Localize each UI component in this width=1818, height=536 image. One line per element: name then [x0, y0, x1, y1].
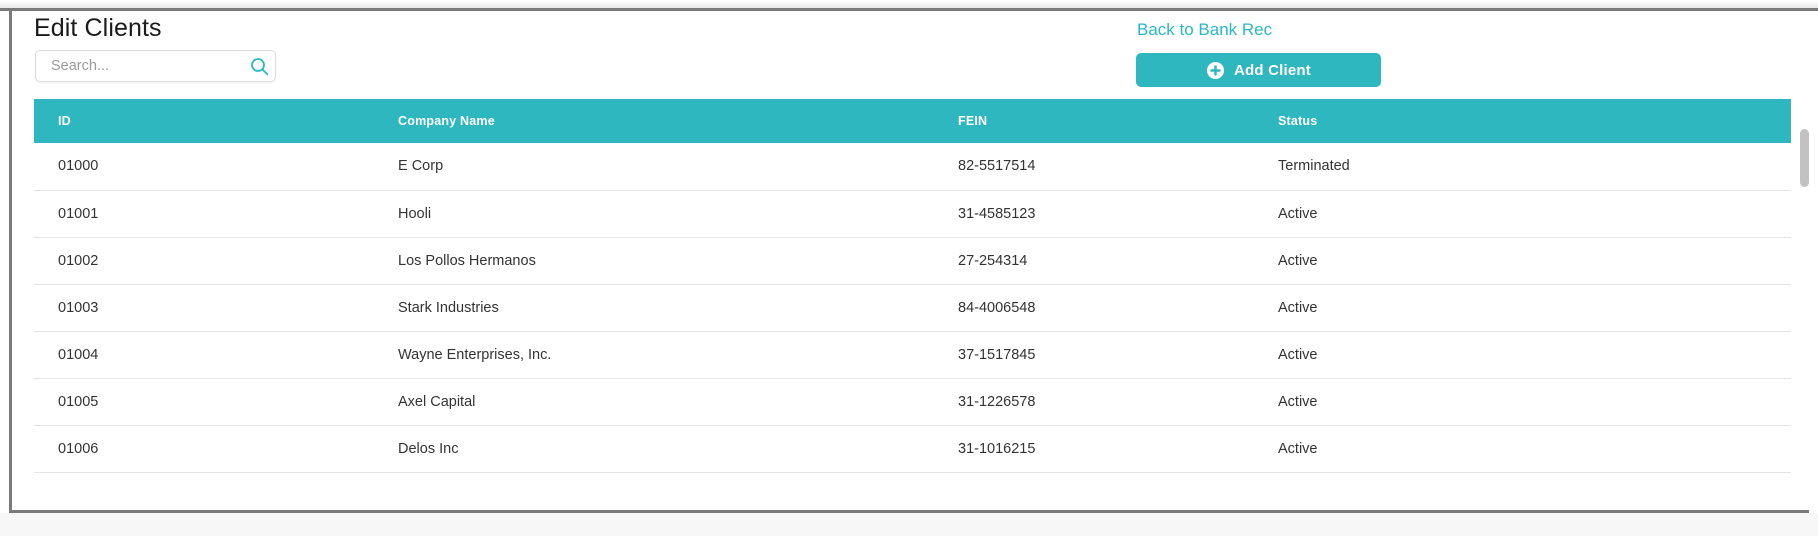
table-row[interactable]: 01002 Los Pollos Hermanos 27-254314 Acti… — [34, 237, 1791, 285]
cell-company-name: Wayne Enterprises, Inc. — [374, 331, 934, 379]
cell-id: 01006 — [34, 425, 374, 473]
search-input[interactable] — [36, 58, 244, 74]
cell-id: 01003 — [34, 284, 374, 332]
cell-fein: 31-1226578 — [934, 378, 1254, 426]
cell-id: 01000 — [34, 143, 374, 191]
column-header-status[interactable]: Status — [1254, 99, 1791, 143]
table-row[interactable]: 01003 Stark Industries 84-4006548 Active — [34, 284, 1791, 332]
cell-fein: 82-5517514 — [934, 143, 1254, 191]
add-client-button[interactable]: Add Client — [1136, 53, 1381, 87]
cell-id: 01002 — [34, 237, 374, 285]
page-title: Edit Clients — [34, 14, 162, 42]
plus-circle-icon — [1206, 61, 1225, 80]
cell-status: Active — [1254, 331, 1791, 379]
cell-status: Active — [1254, 284, 1791, 332]
column-header-company-name[interactable]: Company Name — [374, 99, 934, 143]
cell-fein: 84-4006548 — [934, 284, 1254, 332]
clients-table-header: ID Company Name FEIN Status — [34, 99, 1791, 143]
cell-company-name: Stark Industries — [374, 284, 934, 332]
table-row[interactable]: 01006 Delos Inc 31-1016215 Active — [34, 425, 1791, 473]
cell-company-name: E Corp — [374, 143, 934, 191]
cell-fein: 27-254314 — [934, 237, 1254, 285]
column-header-fein[interactable]: FEIN — [934, 99, 1254, 143]
cell-id: 01004 — [34, 331, 374, 379]
cell-fein: 31-4585123 — [934, 190, 1254, 238]
cell-status: Active — [1254, 425, 1791, 473]
cell-id: 01001 — [34, 190, 374, 238]
cell-company-name: Los Pollos Hermanos — [374, 237, 934, 285]
cell-fein: 37-1517845 — [934, 331, 1254, 379]
table-row[interactable]: 01000 E Corp 82-5517514 Terminated — [34, 143, 1791, 191]
table-row[interactable]: 01004 Wayne Enterprises, Inc. 37-1517845… — [34, 331, 1791, 379]
search-box[interactable] — [35, 50, 276, 82]
cell-id: 01005 — [34, 378, 374, 426]
add-client-label: Add Client — [1234, 61, 1311, 79]
cell-status: Active — [1254, 190, 1791, 238]
cell-status: Terminated — [1254, 143, 1791, 191]
cell-company-name: Hooli — [374, 190, 934, 238]
cell-company-name: Delos Inc — [374, 425, 934, 473]
search-icon[interactable] — [244, 51, 275, 81]
table-row[interactable]: 01005 Axel Capital 31-1226578 Active — [34, 378, 1791, 426]
cell-company-name: Axel Capital — [374, 378, 934, 426]
vertical-scrollbar-thumb[interactable] — [1800, 129, 1809, 187]
table-header-row: ID Company Name FEIN Status — [34, 99, 1791, 143]
clients-table: ID Company Name FEIN Status 01000 E Corp… — [34, 99, 1791, 473]
column-header-id[interactable]: ID — [34, 99, 374, 143]
page-bottom-strip — [0, 513, 1818, 536]
vertical-scrollbar[interactable] — [1798, 103, 1812, 501]
window-top-divider — [0, 8, 1818, 11]
cell-status: Active — [1254, 378, 1791, 426]
window-chrome-strip — [0, 0, 1818, 8]
clients-table-scroll-area: ID Company Name FEIN Status 01000 E Corp… — [34, 99, 1791, 501]
clients-table-body: 01000 E Corp 82-5517514 Terminated 01001… — [34, 143, 1791, 473]
cell-status: Active — [1254, 237, 1791, 285]
table-row[interactable]: 01001 Hooli 31-4585123 Active — [34, 190, 1791, 238]
cell-fein: 31-1016215 — [934, 425, 1254, 473]
back-to-bank-rec-link[interactable]: Back to Bank Rec — [1137, 20, 1273, 39]
page-content-frame: Edit Clients Back to Bank Rec Add Client — [9, 11, 1809, 513]
